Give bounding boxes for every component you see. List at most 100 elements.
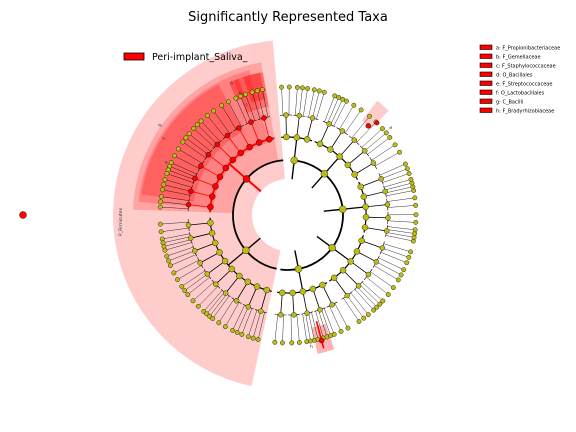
node-l2-1-9: [263, 286, 270, 294]
leaf-edge-3: [245, 94, 256, 121]
group-legend-label: Peri-implant_Saliva_: [152, 52, 248, 63]
leaf-edge-33: [164, 242, 192, 251]
sub-stem-5-0: [354, 162, 374, 175]
leaf-edge-106: [351, 116, 370, 139]
node-l3-5-2: [351, 137, 357, 143]
leaf-node-1: [254, 88, 260, 94]
biomarker-swatch-d: [479, 71, 493, 77]
node-l3-6-0: [309, 115, 316, 121]
node-l3-1-3: [197, 260, 203, 266]
leaf-edge-24: [162, 189, 190, 196]
node-l2-1-8: [253, 283, 261, 290]
node-l3-2-1: [291, 312, 297, 318]
leaf-edge-2: [252, 92, 261, 120]
sub-stem-0-4: [216, 144, 234, 161]
node-l2-1-4: [221, 257, 229, 265]
sub-stem-0-2: [238, 127, 250, 148]
leaf-edge-73: [354, 289, 374, 311]
leaf-node-98: [404, 166, 410, 172]
leaf-node-77: [385, 292, 391, 297]
leaf-node-47: [210, 316, 216, 321]
biomarker-swatch-g: [479, 98, 493, 104]
clade-link-2: [297, 268, 304, 292]
sub-stem-3-4: [361, 240, 383, 249]
node-l2-0-6: [216, 173, 224, 181]
sector-order-1: [138, 70, 269, 209]
clade-label-family-e: e: [164, 160, 170, 165]
leaf-edge-96: [383, 179, 411, 188]
node-l2-1-7: [244, 278, 252, 286]
leaf-node-2: [249, 89, 255, 95]
leaf-edge-8: [213, 110, 231, 134]
leaf-node-84: [408, 249, 413, 255]
node-l3-0-0: [261, 115, 267, 121]
node-l2-1-2: [211, 239, 219, 247]
leaf-edge-53: [248, 310, 258, 337]
leaf-edge-110: [330, 99, 343, 125]
leaf-edge-17: [174, 155, 200, 169]
leaf-edge-111: [327, 97, 339, 124]
sub-stem-5-3: [330, 130, 343, 150]
node-l3-5-4: [326, 121, 332, 127]
node-l3-4-0: [384, 228, 390, 234]
leaf-node-0: [259, 87, 265, 92]
leaf-edge-21: [166, 173, 194, 183]
node-mid-6: [290, 156, 298, 165]
sub-stem-6-0: [306, 117, 313, 140]
node-l3-6-2: [283, 112, 289, 118]
node-l3-2-2: [304, 310, 310, 316]
node-l2-6-2: [283, 133, 290, 141]
node-family-a: [365, 123, 371, 129]
node-l3-0-6: [198, 163, 204, 169]
sub-stem-0-9: [188, 204, 211, 208]
leaf-edge-81: [378, 257, 404, 270]
leaf-node-73: [371, 307, 377, 313]
leaf-edge-100: [375, 152, 400, 167]
clade-label-class: g: [157, 123, 163, 128]
leaf-edge-32: [163, 239, 192, 247]
leaf-edge-1: [257, 90, 265, 118]
sub-stem-0-7: [194, 177, 216, 187]
leaf-edge-68: [329, 305, 342, 332]
sub-stem-6-1: [296, 115, 300, 138]
biomarker-swatch-c: [479, 62, 493, 68]
leaf-edge-35: [168, 250, 195, 262]
leaf-node-82: [404, 260, 410, 266]
leaf-node-79: [395, 277, 401, 283]
leaf-edge-71: [347, 295, 364, 319]
leaf-node-42: [190, 298, 196, 304]
leaf-edge-67: [323, 308, 335, 335]
sub-stem-3-2: [350, 261, 369, 275]
node-l3-1-9: [258, 308, 264, 314]
leaf-node-112: [332, 93, 338, 99]
sub-stem-3-1: [342, 269, 359, 287]
leaf-edge-58: [290, 314, 292, 343]
node-l2-3-3: [353, 248, 361, 255]
leaf-node-99: [403, 161, 408, 167]
leaf-edge-4: [240, 95, 252, 123]
leaf-edge-38: [177, 265, 202, 280]
leaf-node-21: [164, 171, 170, 177]
sub-stem-0-6: [200, 165, 221, 178]
leaf-node-55: [255, 337, 261, 342]
biomarker-swatch-b: [479, 53, 493, 59]
node-l2-4-0: [361, 224, 369, 231]
node-l2-1-5: [228, 265, 235, 273]
sub-stem-0-8: [190, 190, 213, 197]
leaf-node-49: [222, 324, 228, 330]
node-l3-3-3: [373, 259, 380, 265]
leaf-node-56: [272, 339, 278, 345]
node-mid-0: [242, 175, 251, 183]
node-l2-5-3: [327, 146, 334, 153]
sub-stem-2-2: [302, 291, 308, 314]
node-l3-0-5: [205, 151, 211, 158]
leaf-node-70: [356, 319, 362, 324]
sub-stem-1-2: [194, 242, 216, 252]
leaf-edge-95: [384, 182, 412, 191]
leaf-node-26: [158, 199, 164, 205]
node-l3-4-1: [385, 215, 391, 221]
leaf-node-111: [336, 95, 342, 100]
biomarker-legend: a: F_Propionibacteriaceae b: F_Gemellace…: [479, 44, 560, 115]
node-mid-4: [338, 205, 347, 213]
leaf-node-7: [219, 103, 224, 108]
